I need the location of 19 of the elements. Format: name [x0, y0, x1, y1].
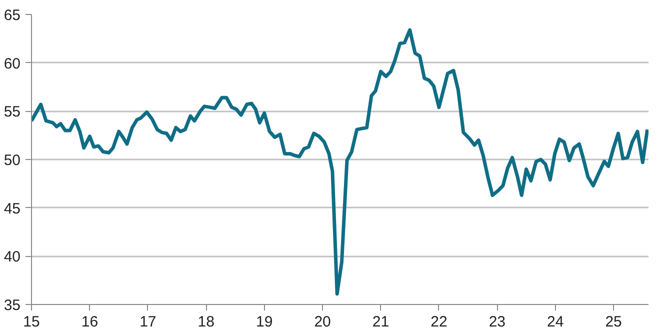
y-tick-label: 40	[4, 248, 21, 266]
line-series	[32, 28, 648, 296]
x-tick-label: 16	[81, 314, 98, 329]
x-tick-label: 21	[372, 314, 390, 329]
y-tick-label: 65	[4, 7, 21, 24]
y-tick-label: 55	[4, 104, 21, 121]
y-tick-label: 35	[4, 297, 21, 314]
y-tick-label: 45	[4, 200, 21, 218]
x-tick-label: 22	[430, 314, 448, 329]
y-tick-label: 50	[4, 152, 21, 169]
x-tick-label: 20	[314, 314, 331, 329]
x-tick-label: 18	[198, 314, 214, 329]
y-tick-label: 60	[4, 55, 21, 72]
x-tick-label: 24	[547, 314, 564, 329]
x-tick-label: 23	[488, 314, 506, 329]
x-tick-label: 19	[256, 314, 273, 329]
x-tick-label: 25	[605, 314, 622, 329]
x-tick-label: 15	[23, 314, 40, 329]
x-tick-label: 17	[140, 314, 156, 329]
